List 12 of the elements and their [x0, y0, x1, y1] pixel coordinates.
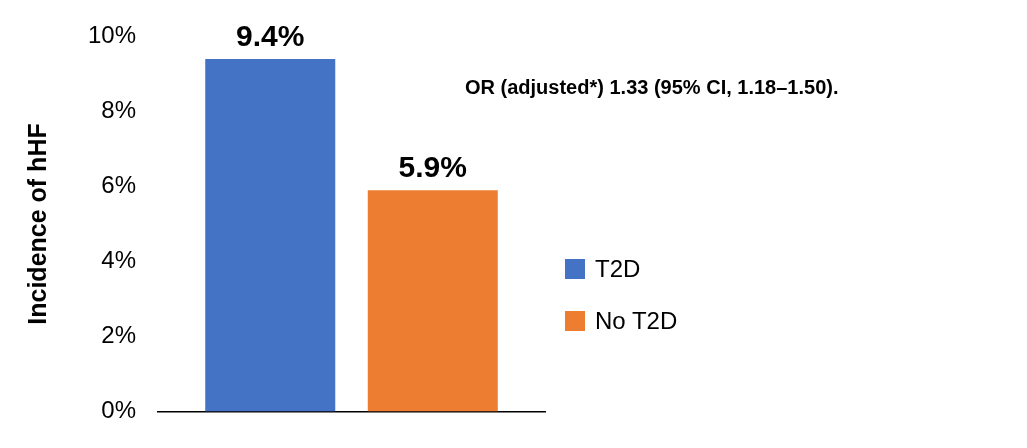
legend-label: No T2D [595, 307, 678, 335]
y-tick-label: 0% [101, 396, 137, 424]
y-tick-label: 10% [87, 21, 137, 49]
data-label: 9.4% [236, 19, 305, 53]
annotation: OR (adjusted*) 1.33 (95% CI, 1.18–1.50). [465, 76, 839, 99]
y-tick-label: 8% [101, 96, 137, 124]
data-label: 5.9% [398, 150, 467, 184]
y-axis-title: Incidence of hHF [22, 123, 51, 325]
y-tick-label: 6% [101, 171, 137, 199]
y-tick-label: 4% [101, 246, 137, 274]
legend-label: T2D [595, 255, 641, 283]
y-tick-label: 2% [101, 321, 137, 349]
